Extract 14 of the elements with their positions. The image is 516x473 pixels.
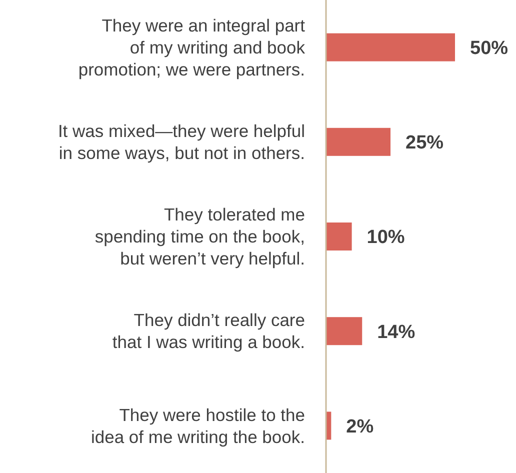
bar (326, 317, 362, 346)
data-label: 2% (346, 416, 374, 438)
bar (326, 33, 455, 62)
data-label: 25% (406, 132, 444, 154)
bar (326, 128, 390, 156)
y-tick-label: It was mixed—they were helpful in some ways, but not in others. (58, 121, 305, 164)
y-tick-label: They were an integral part of my writing and book promotion; we were partners. (78, 15, 306, 80)
y-tick-label: They didn’t really care that I was writing a book. (112, 310, 305, 352)
y-tick-label: They tolerated me spending time on the book, but weren’t very helpful. (94, 204, 305, 269)
data-label: 14% (377, 322, 416, 343)
bar (326, 222, 352, 250)
data-label: 10% (366, 227, 405, 248)
data-label: 50% (470, 38, 508, 59)
y-tick-label: They were hostile to the idea of me writing the book. (90, 404, 305, 447)
